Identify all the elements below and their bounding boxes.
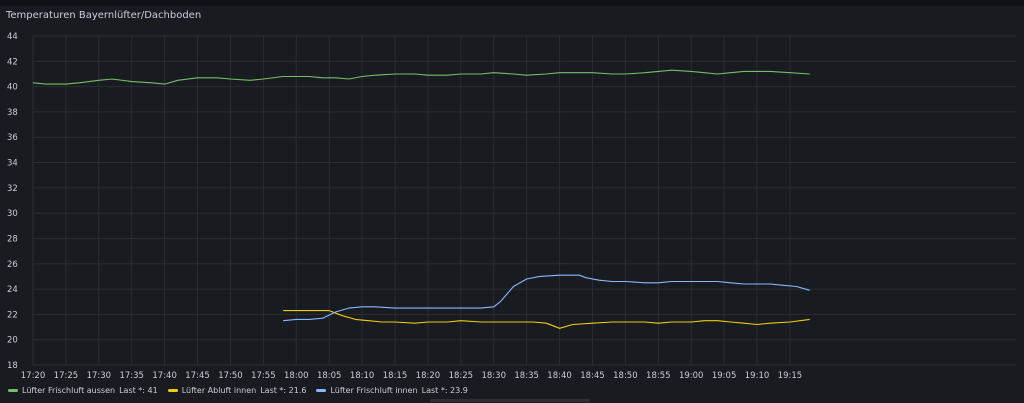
legend-label: Lüfter Frischluft aussen <box>22 385 116 395</box>
x-axis-ticks: 17:20 17:25 17:30 17:35 17:40 17:45 17:50 17:55… <box>21 371 802 381</box>
y-tick-label: 36 <box>7 133 18 143</box>
x-tick-label: 18:30 <box>481 371 506 381</box>
x-tick-label: 18:40 <box>547 371 572 381</box>
y-tick-label: 26 <box>7 260 18 270</box>
x-tick-label: 19:15 <box>778 371 803 381</box>
x-tick-label: 18:55 <box>646 371 671 381</box>
y-tick-label: 38 <box>7 108 18 118</box>
legend-swatch <box>316 388 327 392</box>
y-tick-label: 18 <box>7 361 18 371</box>
x-tick-label: 18:10 <box>350 371 375 381</box>
x-tick-label: 19:05 <box>712 371 737 381</box>
legend-swatch <box>167 388 178 392</box>
horizontal-scrollbar[interactable] <box>430 399 590 402</box>
x-tick-label: 18:25 <box>449 371 474 381</box>
x-tick-label: 18:45 <box>580 371 605 381</box>
x-tick-label: 18:50 <box>613 371 638 381</box>
x-tick-label: 17:30 <box>87 371 112 381</box>
series-lines <box>32 69 810 329</box>
y-tick-label: 24 <box>7 285 18 295</box>
legend-item-frischluft-innen[interactable]: Lüfter Frischluft innen Last *: 23.9 <box>316 385 468 395</box>
y-tick-label: 40 <box>7 83 18 93</box>
x-tick-label: 17:40 <box>152 371 177 381</box>
series-line-1[interactable] <box>283 310 810 329</box>
x-tick-label: 18:05 <box>317 371 342 381</box>
x-tick-label: 17:20 <box>21 371 46 381</box>
x-tick-label: 17:25 <box>54 371 79 381</box>
y-tick-label: 30 <box>7 209 18 219</box>
x-tick-label: 18:00 <box>284 371 309 381</box>
x-tick-label: 17:50 <box>218 371 243 381</box>
x-tick-label: 17:45 <box>185 371 210 381</box>
legend-item-frischluft-aussen[interactable]: Lüfter Frischluft aussen Last *: 41 <box>8 386 158 395</box>
legend-item-abluft-innen[interactable]: Lüfter Abluft innen Last *: 21.6 <box>167 385 307 395</box>
x-tick-label: 19:00 <box>679 371 704 381</box>
y-tick-label: 42 <box>7 57 18 67</box>
x-tick-label: 18:35 <box>514 371 539 381</box>
legend-swatch <box>8 388 18 392</box>
series-line-2[interactable] <box>283 274 810 322</box>
y-tick-label: 22 <box>7 310 18 320</box>
grid-lines <box>32 35 1016 366</box>
legend: Lüfter Frischluft aussen Last *: 41 Lüft… <box>8 383 468 397</box>
y-tick-label: 44 <box>7 32 18 42</box>
legend-label: Lüfter Abluft innen <box>181 385 257 395</box>
panel-title[interactable]: Temperaturen Bayernlüfter/Dachboden <box>6 10 202 21</box>
x-tick-label: 19:10 <box>745 371 770 381</box>
legend-label: Lüfter Frischluft innen <box>330 385 418 395</box>
series-line-0[interactable] <box>32 69 810 85</box>
legend-last-value: Last *: 41 <box>119 385 158 395</box>
y-axis-ticks: 18 20 22 24 26 28 30 32 34 36 38 40 42 44 <box>7 32 18 371</box>
y-tick-label: 34 <box>7 159 18 169</box>
x-tick-label: 17:55 <box>251 371 276 381</box>
y-tick-label: 32 <box>7 184 18 194</box>
top-bar <box>0 0 1024 6</box>
x-tick-label: 18:15 <box>383 371 408 381</box>
legend-last-value: Last *: 21.6 <box>260 385 307 395</box>
legend-last-value: Last *: 23.9 <box>421 385 468 395</box>
y-tick-label: 20 <box>7 336 18 346</box>
x-tick-label: 18:20 <box>416 371 441 381</box>
y-tick-label: 28 <box>7 234 18 244</box>
x-tick-label: 17:35 <box>119 371 144 381</box>
